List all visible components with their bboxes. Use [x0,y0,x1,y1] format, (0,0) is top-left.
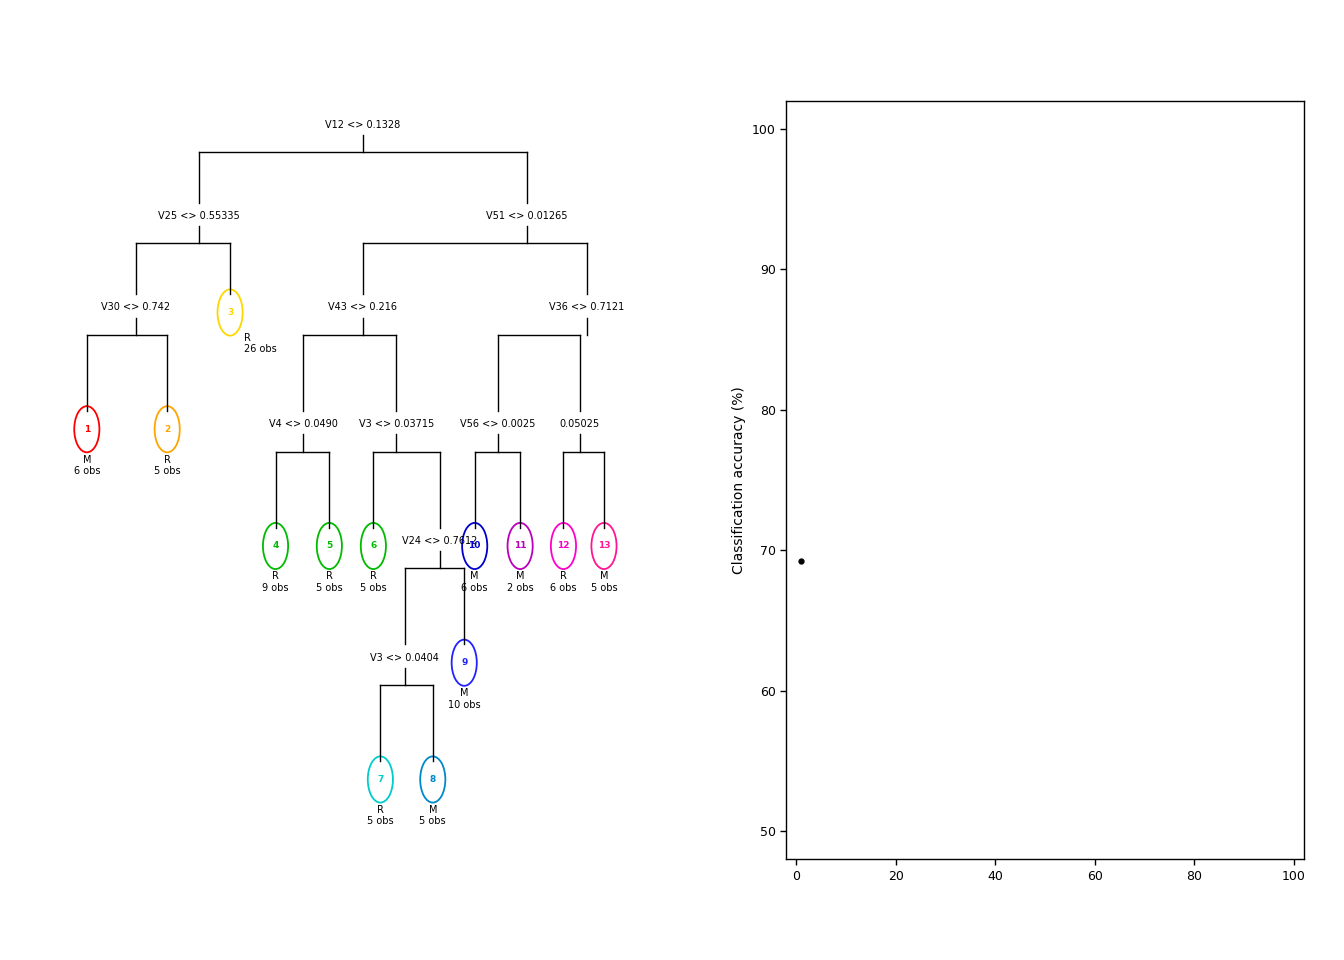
Text: 7: 7 [378,775,383,784]
Text: 6: 6 [370,541,376,550]
Text: 1: 1 [83,424,90,434]
Text: R
5 obs: R 5 obs [367,804,394,827]
Text: R
9 obs: R 9 obs [262,571,289,593]
Text: M
10 obs: M 10 obs [448,688,481,709]
Text: R
6 obs: R 6 obs [550,571,577,593]
Text: V3 <> 0.0404: V3 <> 0.0404 [371,653,439,662]
Text: 10: 10 [469,541,481,550]
Text: 8: 8 [430,775,435,784]
Text: M
6 obs: M 6 obs [461,571,488,593]
Text: R
5 obs: R 5 obs [360,571,387,593]
Y-axis label: Classification accuracy (%): Classification accuracy (%) [732,386,746,574]
Text: 2: 2 [164,424,171,434]
Text: V51 <> 0.01265: V51 <> 0.01265 [487,211,569,221]
Text: V4 <> 0.0490: V4 <> 0.0490 [269,420,337,429]
Text: M
5 obs: M 5 obs [419,804,446,827]
Text: M
2 obs: M 2 obs [507,571,534,593]
Text: 13: 13 [598,541,610,550]
Text: 11: 11 [513,541,527,550]
Text: V30 <> 0.742: V30 <> 0.742 [101,302,171,313]
Text: M
5 obs: M 5 obs [590,571,617,593]
Text: M
6 obs: M 6 obs [74,455,99,476]
Text: R
26 obs: R 26 obs [245,333,277,354]
Text: R
5 obs: R 5 obs [316,571,343,593]
Text: 4: 4 [273,541,278,550]
Text: V12 <> 0.1328: V12 <> 0.1328 [325,120,401,130]
Text: V56 <> 0.0025: V56 <> 0.0025 [460,420,535,429]
Text: R
5 obs: R 5 obs [153,455,180,476]
Text: 3: 3 [227,308,234,317]
Text: 0.05025: 0.05025 [559,420,599,429]
Text: 9: 9 [461,659,468,667]
Text: V25 <> 0.55335: V25 <> 0.55335 [157,211,239,221]
Text: V43 <> 0.216: V43 <> 0.216 [328,302,398,313]
Text: 5: 5 [327,541,332,550]
Text: 12: 12 [558,541,570,550]
Text: V24 <> 0.7612: V24 <> 0.7612 [402,536,477,546]
Text: V3 <> 0.03715: V3 <> 0.03715 [359,420,434,429]
Text: V36 <> 0.7121: V36 <> 0.7121 [548,302,624,313]
